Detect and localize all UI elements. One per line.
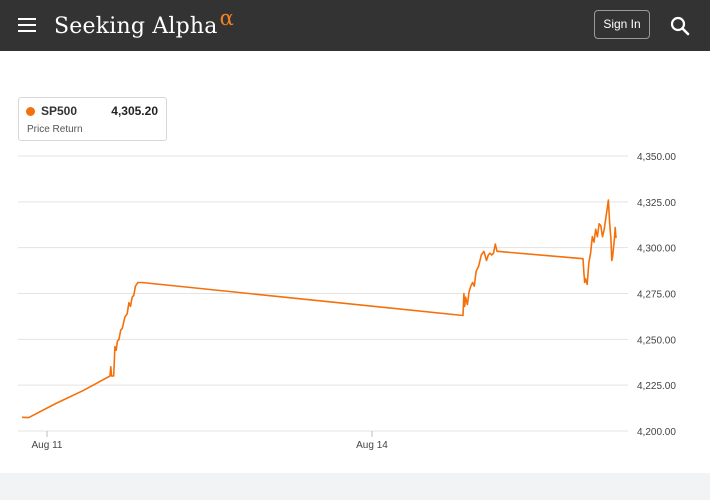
top-navigation-bar: Seeking Alphaα Sign In	[0, 0, 710, 51]
hamburger-menu-icon[interactable]	[14, 14, 40, 36]
legend-symbol: SP500	[41, 104, 78, 118]
y-tick-label: 4,300.00	[637, 244, 676, 255]
logo-alpha-symbol: α	[219, 6, 234, 30]
y-tick-label: 4,200.00	[637, 427, 676, 438]
logo-text: Seeking Alpha	[54, 14, 218, 39]
sp500-price-line	[21, 199, 617, 419]
x-tick-label: Aug 14	[356, 440, 388, 451]
y-tick-label: 4,225.00	[637, 381, 676, 392]
chart-gridlines	[18, 155, 628, 432]
legend-subtitle: Price Return	[27, 124, 83, 135]
y-tick-label: 4,350.00	[637, 152, 676, 163]
y-tick-label: 4,250.00	[637, 335, 676, 346]
y-axis-tick-labels: 4,200.00 4,225.00 4,250.00 4,275.00 4,300.00…	[637, 152, 676, 438]
sign-in-button[interactable]: Sign In	[594, 10, 650, 39]
y-tick-label: 4,275.00	[637, 290, 676, 301]
y-tick-label: 4,325.00	[637, 198, 676, 209]
search-icon[interactable]	[668, 14, 692, 38]
x-tick-label: Aug 11	[32, 440, 63, 451]
legend-box: SP500 4,305.20 Price Return	[18, 97, 167, 141]
legend-price-value: 4,305.20	[111, 104, 158, 118]
seeking-alpha-logo[interactable]: Seeking Alphaα	[54, 6, 234, 44]
x-axis-tick-labels: Aug 11 Aug 14	[32, 431, 388, 451]
series-color-dot	[26, 107, 35, 116]
